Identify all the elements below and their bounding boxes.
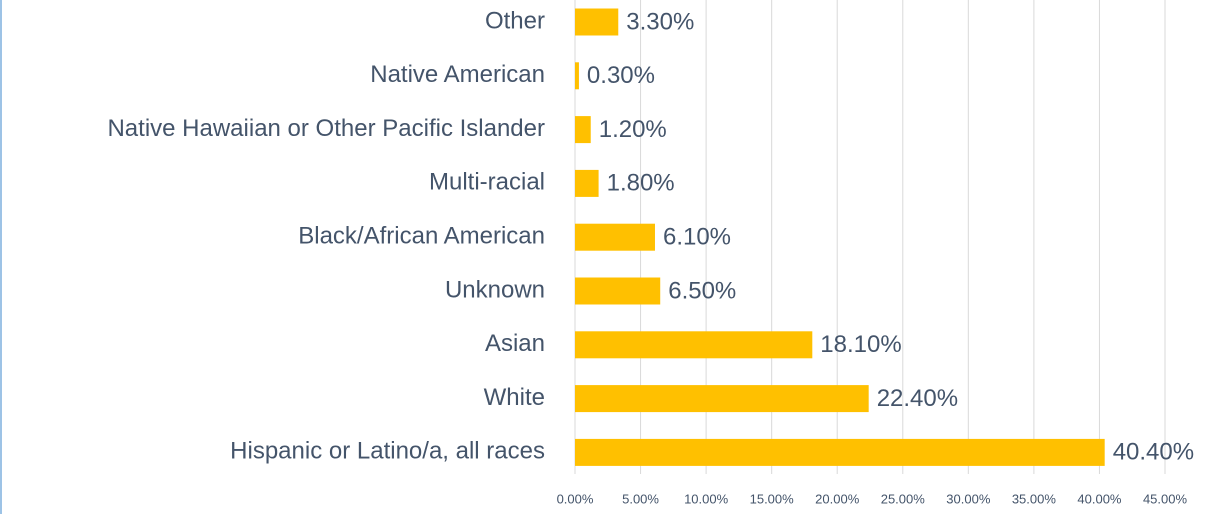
x-tick-label: 40.00% — [1077, 491, 1122, 506]
value-label: 6.50% — [668, 277, 736, 304]
bar — [575, 331, 813, 359]
value-label: 18.10% — [820, 331, 901, 358]
bar — [575, 438, 1105, 466]
bar — [575, 116, 591, 144]
bar — [575, 223, 655, 251]
y-tick-label: Unknown — [445, 276, 545, 303]
y-tick-label: Asian — [485, 330, 545, 357]
value-label: 0.30% — [587, 62, 655, 89]
bar — [575, 62, 579, 90]
value-label: 22.40% — [877, 385, 958, 412]
bar — [575, 385, 869, 413]
x-tick-label: 5.00% — [622, 491, 659, 506]
x-tick-label: 45.00% — [1143, 491, 1188, 506]
value-label: 40.40% — [1113, 439, 1194, 466]
value-label: 1.20% — [599, 116, 667, 143]
y-tick-label: Multi-racial — [429, 169, 545, 196]
y-tick-label: Hispanic or Latino/a, all races — [230, 438, 545, 465]
y-tick-label: Native Hawaiian or Other Pacific Islande… — [107, 115, 545, 142]
value-label: 6.10% — [663, 224, 731, 251]
x-tick-label: 30.00% — [946, 491, 991, 506]
y-tick-label: Other — [485, 7, 545, 34]
x-tick-label: 0.00% — [557, 491, 594, 506]
value-label: 3.30% — [626, 8, 694, 35]
x-tick-label: 15.00% — [750, 491, 795, 506]
y-tick-label: White — [484, 384, 545, 411]
x-tick-label: 25.00% — [881, 491, 926, 506]
y-tick-label: Native American — [370, 61, 545, 88]
x-tick-label: 20.00% — [815, 491, 860, 506]
bar — [575, 169, 599, 197]
bar — [575, 277, 661, 305]
x-tick-label: 10.00% — [684, 491, 729, 506]
bar — [575, 8, 619, 36]
y-tick-label: Black/African American — [298, 223, 545, 250]
value-label: 1.80% — [607, 170, 675, 197]
x-tick-label: 35.00% — [1012, 491, 1057, 506]
